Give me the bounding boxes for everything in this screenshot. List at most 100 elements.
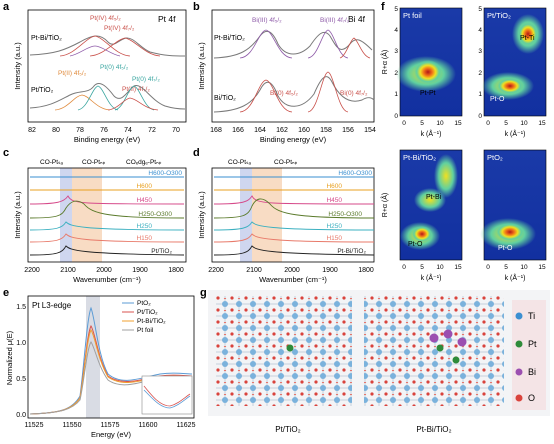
panel-f-plot: Pt foil Pt-Pt Pt/TiO₂ Pt-Ti Pt-O Pt-Bi/T…: [380, 6, 547, 282]
panel-a-bottom-envelope: [29, 82, 186, 110]
panel-f-yticks-top-right: 0 1 2 3 4 5: [478, 6, 482, 120]
panel-a-xtick: 76: [100, 127, 108, 134]
panel-g-legend-item: O: [528, 393, 535, 403]
panel-g-legend-item: Pt: [528, 339, 537, 349]
panel-f-xtick: 10: [520, 120, 528, 127]
panel-g-letter: g: [200, 287, 207, 299]
panel-c-trace-labels: H600-O300 H600 H450 H250-O300 H250 H150 …: [136, 170, 182, 255]
panel-e-legend-item: PtO₂: [137, 300, 151, 307]
panel-b-ylabel: Intensity (a.u.): [197, 42, 206, 90]
panel-d-trace-line: [213, 221, 375, 231]
panel-b-xtick: 154: [364, 127, 376, 134]
panel-d-trace-label: H250-O300: [328, 211, 362, 218]
panel-a-xtick: 82: [28, 127, 36, 134]
panel-d-xtick: 1900: [322, 267, 338, 274]
panel-a-xtick: 72: [148, 127, 156, 134]
panel-f-xtick: 15: [454, 264, 462, 271]
panel-f-ylabel: R+α (Å): [380, 193, 389, 217]
panel-b-xtick: 156: [342, 127, 354, 134]
panel-c-letter: c: [3, 147, 10, 159]
panel-d-trace-label: Pt-Bi/TiO₂: [337, 248, 366, 255]
panel-a-letter: a: [3, 1, 10, 13]
panel-e-legend: PtO₂ Pt/TiO₂ Pt-Bi/TiO₂ Pt foil: [122, 300, 166, 334]
panel-e: e Pt L3-edge PtO₂ Pt/TiO₂ Pt-Bi/TiO₂ Pt …: [0, 286, 200, 439]
panel-f-ytick: 3: [394, 48, 398, 55]
panel-d-trace-label: H150: [326, 235, 342, 242]
panel-c-trace-line: [29, 233, 185, 243]
panel-f-ytick: 5: [478, 6, 482, 13]
panel-b-plot: Bi 4f Pt-Bi/TiO₂ Bi/TiO₂ Bi(III) 4f₅/₂ B…: [197, 9, 376, 144]
panel-f-subplot-title: Pt foil: [403, 11, 422, 20]
panel-g-legend-item: Bi: [528, 367, 536, 377]
panel-f-xtick: 5: [504, 120, 508, 127]
panel-g-pt-atom: [452, 356, 460, 364]
panel-g-bi-atom: [457, 337, 467, 347]
panel-g-model-left: [216, 296, 352, 406]
panel-f-subplot-title: PtO₂: [487, 153, 503, 162]
panel-c: c CO-Ptₛₐ CO-Ptₙₚ COₑdgₑ-Ptₙₚ H600-O300 …: [0, 146, 190, 284]
panel-e-xtick: 11525: [25, 422, 44, 429]
panel-e-curve-pto2: [29, 306, 193, 415]
panel-b-peak-label-4: Bi(0) 4f₇/₂: [340, 90, 368, 97]
panel-a-peak-label-1: Pt(IV) 4f₅/₂: [90, 15, 121, 22]
panel-b-xticks: 168 166 164 162 160 158 156 154: [210, 127, 376, 134]
panel-c-trace-line: [29, 221, 185, 231]
panel-e-inset: [141, 375, 193, 415]
panel-d-plot: CO-Ptₛₐ CO-Ptₙₚ H600-O300 H600 H450 H250…: [197, 159, 375, 284]
panel-f-bond-label: Pt-O: [498, 245, 513, 252]
panel-a-peak-label-4: Pt(0) 4f₅/₂: [100, 64, 129, 71]
panel-b-xtick: 164: [254, 127, 266, 134]
panel-d-trace-label: H600: [326, 183, 342, 190]
panel-g-legend-item: Ti: [528, 311, 535, 321]
panel-c-trace-label: H600-O300: [148, 170, 182, 177]
panel-c-xtick: 1800: [168, 267, 184, 274]
panel-g-model-right: [364, 296, 504, 406]
panel-d-trace-line: [213, 233, 375, 243]
panel-a-ylabel: Intensity (a.u.): [13, 42, 22, 90]
panel-c-xlabel: Wavenumber (cm⁻¹): [73, 275, 141, 284]
panel-a-sample-top: Pt-Bi/TiO₂: [31, 35, 62, 42]
panel-f-ytick: 4: [478, 27, 482, 34]
panel-e-letter: e: [3, 287, 10, 299]
panel-c-xtick: 1900: [132, 267, 148, 274]
panel-c-annot-2: CO-Ptₙₚ: [82, 159, 106, 166]
panel-c-trace-label: H250: [136, 223, 152, 230]
panel-g-model-caption: Pt/TiO₂: [275, 425, 300, 434]
panel-f-bond-label: Pt-Ti: [520, 35, 535, 42]
panel-f-letter: f: [381, 1, 385, 13]
panel-d-xlabel: Wavenumber (cm⁻¹): [259, 275, 327, 284]
panel-a-top-fit-2: [89, 37, 161, 57]
panel-f-xticks-bottom-right: 0 5 10 15: [486, 264, 546, 271]
panel-e-ylabel: Normalized μ(E): [5, 330, 14, 385]
panel-e-xtick: 11550: [63, 422, 82, 429]
panel-a-plot: Pt 4f Pt-Bi/TiO₂ Pt/TiO₂ Pt(IV) 4f₅/₂ Pt…: [13, 9, 187, 144]
panel-f-xlabel: k (Å⁻¹): [421, 129, 442, 138]
panel-f-subplot-pt-foil: Pt foil Pt-Pt: [396, 7, 463, 117]
panel-d: d CO-Ptₛₐ CO-Ptₙₚ H600-O300 H600 H450 H2…: [190, 146, 380, 284]
panel-b-xlabel: Binding energy (eV): [260, 135, 327, 144]
panel-f-ytick: 0: [478, 113, 482, 120]
panel-a-peak-label-3: Pt(II) 4f₅/₂: [58, 70, 87, 77]
panel-f-subplot-pto2: PtO₂ Pt-O: [480, 149, 547, 261]
panel-f-xtick: 10: [436, 264, 444, 271]
panel-f-xtick: 10: [520, 264, 528, 271]
panel-d-trace-label: H600-O300: [338, 170, 372, 177]
panel-a-xtick: 80: [52, 127, 60, 134]
panel-b-bottom-envelope: [213, 76, 375, 113]
panel-b-sample-bottom: Bi/TiO₂: [214, 95, 236, 102]
panel-b: b Bi 4f Pt-Bi/TiO₂ Bi/TiO₂ Bi(III) 4f₅/₂…: [190, 0, 380, 145]
panel-d-annot-2: CO-Ptₙₚ: [274, 159, 298, 166]
panel-d-trace-label: H450: [326, 197, 342, 204]
panel-d-xtick: 2100: [246, 267, 262, 274]
panel-c-trace-line: [29, 245, 185, 256]
panel-b-xtick: 160: [298, 127, 310, 134]
panel-a-xlabel: Binding energy (eV): [74, 135, 141, 144]
panel-d-letter: d: [193, 147, 200, 159]
panel-b-top-fit-1: [239, 29, 293, 59]
panel-f: f Pt foil P: [380, 0, 554, 284]
panel-c-plot: CO-Ptₛₐ CO-Ptₙₚ COₑdgₑ-Ptₙₚ H600-O300 H6…: [13, 159, 187, 284]
panel-f-xtick: 0: [486, 120, 490, 127]
panel-f-bond-label: Pt-O: [408, 241, 423, 248]
panel-f-xtick: 0: [402, 264, 406, 271]
panel-a-top-fit-3: [69, 45, 121, 57]
